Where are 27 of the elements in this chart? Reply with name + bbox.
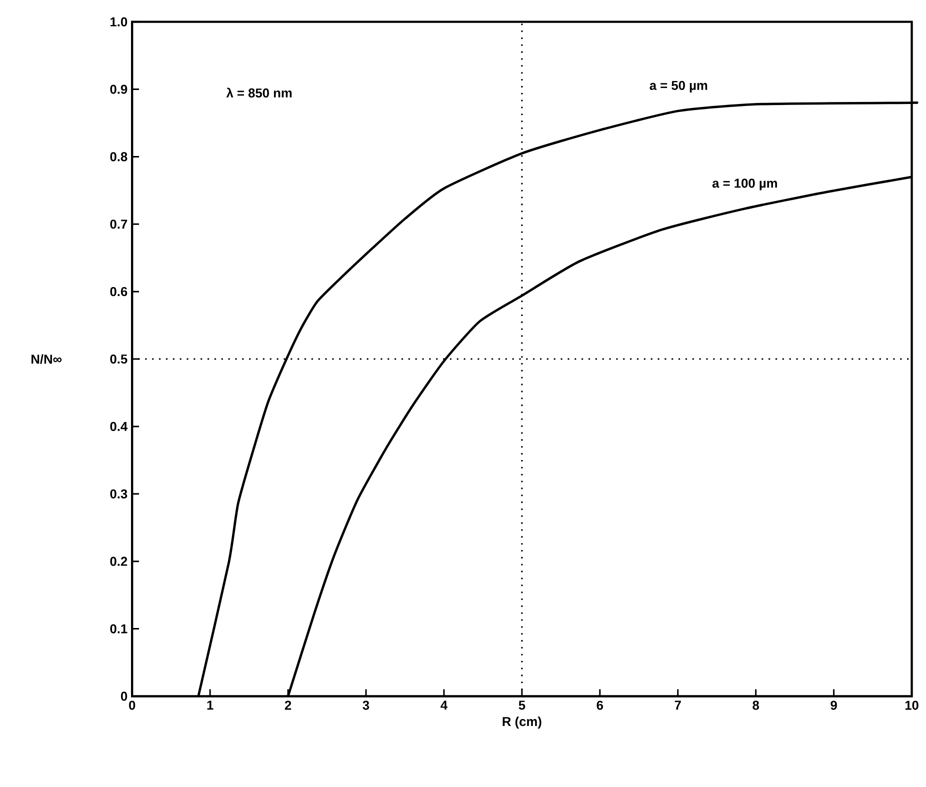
y-tick-label: 0.1 (110, 624, 128, 634)
x-tick-label: 7 (674, 700, 681, 710)
y-tick-label: 0.7 (110, 220, 128, 229)
x-tick-label: 0 (129, 700, 136, 710)
y-tick-label: 0 (120, 692, 128, 701)
y-tick-label: 0.4 (110, 422, 128, 432)
x-tick-label: 2 (284, 700, 292, 710)
x-tick-label: 10 (905, 700, 918, 710)
x-tick-label: 1 (207, 700, 214, 710)
y-tick-label: 0.2 (110, 556, 128, 566)
x-tick-label: 3 (362, 700, 370, 710)
y-tick-label: 0.8 (110, 152, 128, 162)
x-tick-label: 6 (596, 700, 604, 710)
y-tick-label: 0.5 (110, 354, 128, 364)
y-tick-label: 0.3 (110, 490, 128, 499)
x-tick-label: 5 (518, 700, 526, 710)
x-tick-label: 4 (440, 700, 448, 710)
x-tick-label: 8 (752, 700, 760, 710)
annotation: λ = 850 nm (226, 88, 292, 98)
x-axis-title: R (cm) (502, 716, 542, 729)
series-label: a = 100 µm (712, 178, 777, 190)
y-tick-label: 0.6 (110, 287, 128, 296)
series-label: a = 50 µm (650, 81, 708, 93)
y-tick-label: 1.0 (110, 17, 128, 27)
y-axis-title: N/N∞ (32, 354, 62, 364)
y-tick-label: 0.9 (110, 84, 128, 94)
x-tick-label: 9 (830, 700, 837, 710)
